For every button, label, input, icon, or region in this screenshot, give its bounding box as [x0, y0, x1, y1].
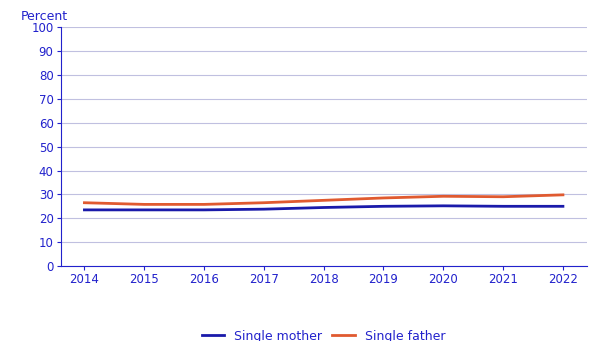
- Single father: [200, 202, 208, 206]
- Single mother: [260, 207, 267, 211]
- Single mother: [81, 208, 88, 212]
- Single father: [380, 196, 387, 200]
- Single mother: [380, 204, 387, 208]
- Single mother: [559, 204, 566, 208]
- Single father: [500, 195, 507, 199]
- Single father: [81, 201, 88, 205]
- Single father: [440, 194, 447, 198]
- Line: Single father: Single father: [85, 195, 563, 204]
- Single mother: [320, 205, 327, 209]
- Single father: [559, 193, 566, 197]
- Single mother: [140, 208, 148, 212]
- Legend: Single mother, Single father: Single mother, Single father: [197, 325, 451, 341]
- Line: Single mother: Single mother: [85, 206, 563, 210]
- Single father: [260, 201, 267, 205]
- Text: Percent: Percent: [21, 10, 68, 23]
- Single mother: [500, 204, 507, 208]
- Single father: [140, 202, 148, 206]
- Single mother: [200, 208, 208, 212]
- Single mother: [440, 204, 447, 208]
- Single father: [320, 198, 327, 202]
